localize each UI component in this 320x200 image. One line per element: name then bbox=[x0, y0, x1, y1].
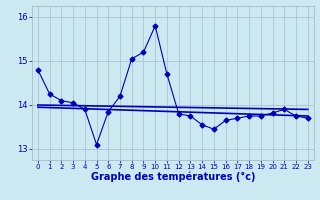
X-axis label: Graphe des températures (°c): Graphe des températures (°c) bbox=[91, 172, 255, 182]
